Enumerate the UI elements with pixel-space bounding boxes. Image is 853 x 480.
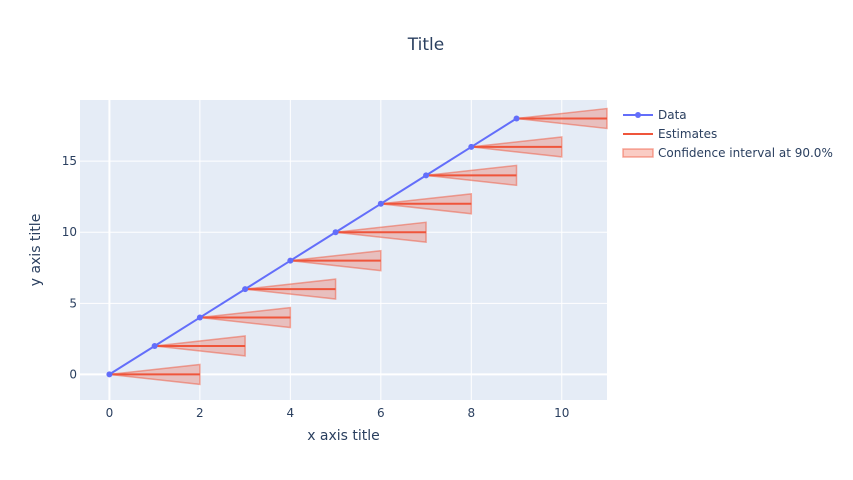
x-tick-label: 6	[377, 406, 385, 420]
y-tick-label: 15	[62, 154, 77, 168]
x-axis-title: x axis title	[307, 428, 380, 444]
data-point[interactable]	[196, 314, 203, 321]
x-tick-label: 8	[467, 406, 475, 420]
plot-area	[80, 100, 607, 400]
y-tick-label: 0	[69, 367, 77, 381]
legend-data-marker	[635, 112, 641, 118]
data-point[interactable]	[513, 115, 520, 122]
data-point[interactable]	[242, 286, 249, 293]
legend[interactable]: Data Estimates Confidence interval at 90.0…	[622, 108, 833, 160]
x-tick-label: 0	[106, 406, 114, 420]
y-axis-ticks: 0 5 10 15	[62, 154, 77, 381]
y-axis-title: y axis title	[28, 214, 44, 287]
data-point[interactable]	[106, 371, 113, 378]
x-tick-label: 10	[554, 406, 569, 420]
legend-estimates-label[interactable]: Estimates	[658, 127, 717, 141]
y-tick-label: 10	[62, 225, 77, 239]
data-line	[108, 117, 518, 376]
legend-data-label[interactable]: Data	[658, 108, 687, 122]
data-point[interactable]	[423, 172, 430, 179]
data-series	[106, 115, 520, 378]
x-axis-ticks: 0 2 4 6 8 10	[106, 406, 570, 420]
x-tick-label: 2	[196, 406, 204, 420]
data-point[interactable]	[377, 200, 384, 207]
data-point[interactable]	[287, 257, 294, 264]
chart-title: Title	[407, 35, 444, 55]
x-tick-label: 4	[287, 406, 295, 420]
data-point[interactable]	[151, 342, 158, 349]
data-point[interactable]	[468, 143, 475, 150]
estimates-lines	[109, 117, 607, 376]
y-tick-label: 5	[69, 296, 77, 310]
data-point[interactable]	[332, 229, 339, 236]
legend-ci-swatch	[622, 148, 654, 158]
legend-ci-label[interactable]: Confidence interval at 90.0%	[658, 146, 833, 160]
grid	[80, 100, 607, 400]
